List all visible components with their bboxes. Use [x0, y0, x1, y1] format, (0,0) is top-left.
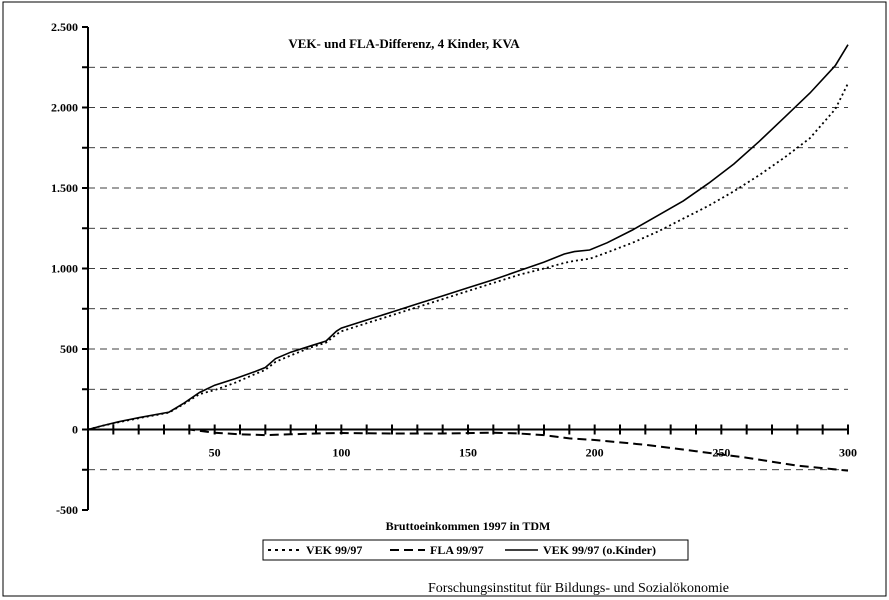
y-tick-label: 2.500: [51, 20, 78, 34]
series-line-2: [87, 44, 849, 431]
x-tick-label: 150: [459, 446, 477, 460]
x-tick-label: 200: [586, 446, 604, 460]
y-tick-label: -500: [56, 503, 78, 517]
x-tick-label: 100: [332, 446, 350, 460]
series-line-0: [87, 83, 849, 431]
source-note: Forschungsinstitut für Bildungs- und Soz…: [428, 581, 729, 596]
y-tick-label: 1.000: [51, 262, 78, 276]
y-tick-label: 500: [60, 342, 78, 356]
x-tick-label: 250: [712, 446, 730, 460]
tick-marks: [82, 26, 849, 511]
series-lines: [87, 44, 849, 472]
y-tick-labels: 2.500 2.000 1.500 1.000 500 0 -500: [51, 20, 78, 517]
y-tick-label: 1.500: [51, 181, 78, 195]
legend-label-vek: VEK 99/97: [306, 543, 362, 557]
legend-label-fla: FLA 99/97: [430, 543, 484, 557]
y-tick-label: 0: [72, 423, 78, 437]
legend-box: [262, 539, 689, 561]
legend-label-vek-okinder: VEK 99/97 (o.Kinder): [543, 543, 656, 557]
legend: VEK 99/97 FLA 99/97 VEK 99/97 (o.Kinder): [262, 539, 689, 561]
x-tick-label: 300: [839, 446, 857, 460]
x-tick-label: 50: [209, 446, 221, 460]
x-axis-title: Bruttoeinkommen 1997 in TDM: [386, 519, 551, 533]
x-tick-labels: 50 100 150 200 250 300: [209, 446, 857, 460]
chart-title: VEK- und FLA-Differenz, 4 Kinder, KVA: [288, 36, 520, 51]
y-tick-label: 2.000: [51, 101, 78, 115]
gridlines: [88, 66, 848, 471]
